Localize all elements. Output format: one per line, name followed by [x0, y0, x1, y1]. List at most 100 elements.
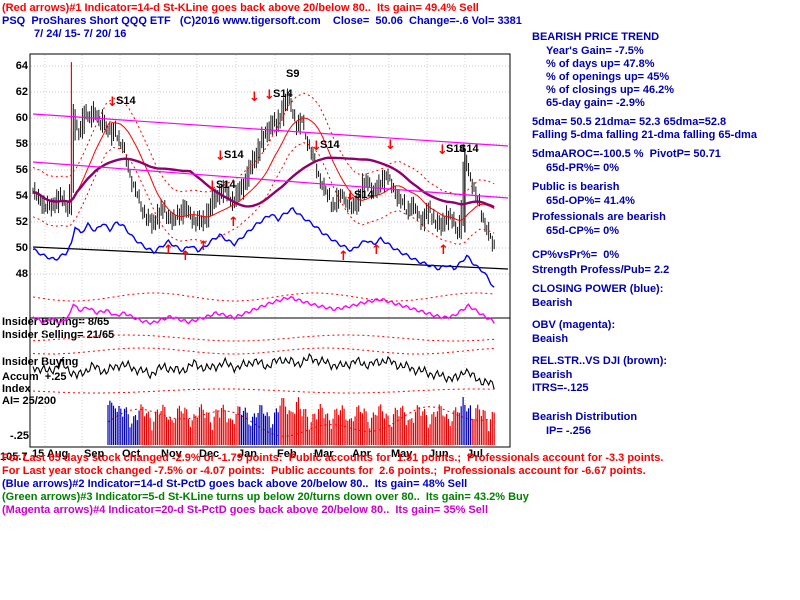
x-axis-month-label: Oct: [122, 448, 141, 460]
ma21-line: [32, 117, 495, 221]
y-axis-label: 50: [15, 242, 28, 254]
sell-signal-arrow-icon: ↓: [207, 179, 218, 194]
x-axis-month-label: Jul: [467, 448, 483, 460]
signal-label: S14: [354, 189, 374, 201]
sell-signal-arrow-icon: ↓: [345, 189, 356, 204]
magenta-lower-trendline: [32, 161, 509, 199]
y-axis-label: 60: [15, 112, 28, 124]
date-range: 7/ 24/ 15- 7/ 20/ 16: [34, 28, 127, 40]
closing-power-label: CLOSING POWER (blue):: [532, 283, 664, 295]
buy-signal-arrow-icon: ↑: [180, 249, 191, 264]
years-gain-stat: Year's Gain= -7.5%: [546, 45, 644, 57]
accum-index-label: Index: [2, 383, 31, 395]
accum-index-minus-label: -.25: [10, 430, 29, 442]
days-up-stat: % of days up= 47.8%: [546, 58, 655, 70]
footer-year-summary: For Last year stock changed -7.5% or -4.…: [2, 465, 646, 477]
lower-band-dotted: [32, 142, 495, 246]
closing-power-downtrend-line: [32, 246, 509, 270]
signal-legend-red: (Red arrows)#1 Indicator=14-d St-KLine g…: [2, 2, 479, 14]
cp65-stat: 65d-CP%= 0%: [546, 225, 620, 237]
signal-label: S14: [320, 139, 340, 151]
trend-title: BEARISH PRICE TREND: [532, 31, 660, 43]
ma65-line: [32, 156, 495, 209]
signal-label: S14: [216, 179, 236, 191]
obv-label: OBV (magenta):: [532, 319, 616, 331]
footer-65day-summary: For Last 65 days stock changed -2.9% or …: [2, 452, 664, 464]
signal-label: S14: [224, 149, 244, 161]
distribution-label: Bearish Distribution: [532, 411, 638, 423]
buy-signal-arrow-icon: ↑: [228, 215, 239, 230]
sell-signal-arrow-icon: ↓: [249, 90, 260, 105]
x-axis-month-label: Jun: [429, 448, 449, 460]
x-axis-month-label: Apr: [352, 448, 371, 460]
x-axis-month-label: 15 Aug: [32, 448, 69, 460]
ai-lower-dotted: [32, 388, 495, 394]
signal-label: S14: [446, 143, 466, 155]
y-axis-label: 48: [15, 268, 28, 280]
y-axis-label: 52: [15, 216, 28, 228]
insider-buying-ratio-label: Insider Buying= 8/65: [2, 316, 110, 328]
sell-signal-arrow-icon: ↓: [437, 143, 448, 158]
sell-signal-arrow-icon: ↓: [264, 88, 275, 103]
rel-strength-label: REL.STR..VS DJI (brown):: [532, 355, 668, 367]
x-axis-month-label: Mar: [314, 448, 334, 460]
cp-vs-pr-stat: CP%vsPr%= 0%: [532, 249, 620, 261]
y-axis-label: 58: [15, 138, 28, 150]
public-sentiment: Public is bearish: [532, 181, 620, 193]
closing-power-line: [32, 207, 495, 288]
sell-signal-arrow-icon: ↓: [215, 149, 226, 164]
chart-frame: [29, 53, 511, 448]
x-axis-month-label: Sep: [84, 448, 105, 460]
signal-label: S14: [273, 88, 293, 100]
pr65-stat: 65d-PR%= 0%: [546, 162, 620, 174]
x-axis-month-label: Nov: [161, 448, 182, 460]
magenta-upper-trendline: [32, 113, 509, 147]
y-axis-label: 54: [15, 190, 28, 202]
obv-value: Beaish: [532, 333, 569, 345]
ip-stat: IP= -.256: [546, 425, 591, 437]
y-axis-label: 64: [15, 60, 28, 72]
rel-strength-value: Bearish: [532, 369, 573, 381]
signal-legend-magenta: (Magenta arrows)#4 Indicator=20-d St-Pct…: [2, 504, 488, 516]
signal-legend-green: (Green arrows)#3 Indicator=5-d St-KLine …: [2, 491, 529, 503]
signal-legend-blue: (Blue arrows)#2 Indicator=14-d St-PctD g…: [2, 478, 468, 490]
op65-stat: 65d-OP%= 41.4%: [546, 195, 635, 207]
signal-label: S9: [286, 68, 299, 80]
x-axis-month-label: Dec: [199, 448, 220, 460]
volume-ma-dotted: [107, 406, 489, 437]
insider-buying-label: Insider Buying: [2, 356, 79, 368]
y-axis-label: 62: [15, 86, 28, 98]
closings-up-stat: % of closings up= 46.2%: [546, 84, 675, 96]
obv-upper-dotted: [32, 292, 495, 302]
y-axis-label: 56: [15, 164, 28, 176]
aroc-pivot-stat: 5dmaAROC=-100.5 % PivotP= 50.71: [532, 148, 721, 160]
signal-label: S14: [116, 95, 136, 107]
ai-upper-dotted: [32, 347, 495, 355]
buy-signal-arrow-icon: ↑: [198, 239, 209, 254]
buy-signal-arrow-icon: ↑: [438, 243, 449, 258]
ai-ratio-label: AI= 25/200: [2, 395, 57, 407]
strength-ratio-stat: Strength Profess/Pub= 2.2: [532, 264, 670, 276]
accum-index-plus-label: Accum +.25: [2, 371, 67, 383]
ticker-summary: PSQ ProShares Short QQQ ETF (C)2016 www.…: [2, 15, 522, 27]
upper-band-dotted: [32, 92, 495, 196]
volume-bars-blue: [107, 397, 471, 445]
corner-scale-label: 105.7: [0, 451, 28, 463]
sell-signal-arrow-icon: ↓: [311, 139, 322, 154]
sell-signal-arrow-icon: ↓: [385, 138, 396, 153]
itrs-stat: ITRS=-.125: [532, 382, 589, 394]
gain-65day-stat: 65-day gain= -2.9%: [546, 97, 645, 109]
openings-up-stat: % of openings up= 45%: [546, 71, 670, 83]
dma-direction-stat: Falling 5-dma falling 21-dma falling 65-…: [532, 129, 757, 141]
insider-selling-ratio-label: Insider Selling= 21/65: [2, 329, 115, 341]
volume-bars-red: [140, 397, 495, 445]
professional-sentiment: Professionals are bearish: [532, 211, 666, 223]
x-axis-month-label: May: [391, 448, 413, 460]
x-axis-month-label: Feb: [277, 448, 297, 460]
dma-values-stat: 5dma= 50.5 21dma= 52.3 65dma=52.8: [532, 116, 727, 128]
buy-signal-arrow-icon: ↑: [338, 249, 349, 264]
x-axis-month-label: Jan: [238, 448, 257, 460]
accum-index-line: [32, 352, 495, 390]
price-bars: [32, 88, 495, 252]
signal-label: S14: [459, 143, 479, 155]
